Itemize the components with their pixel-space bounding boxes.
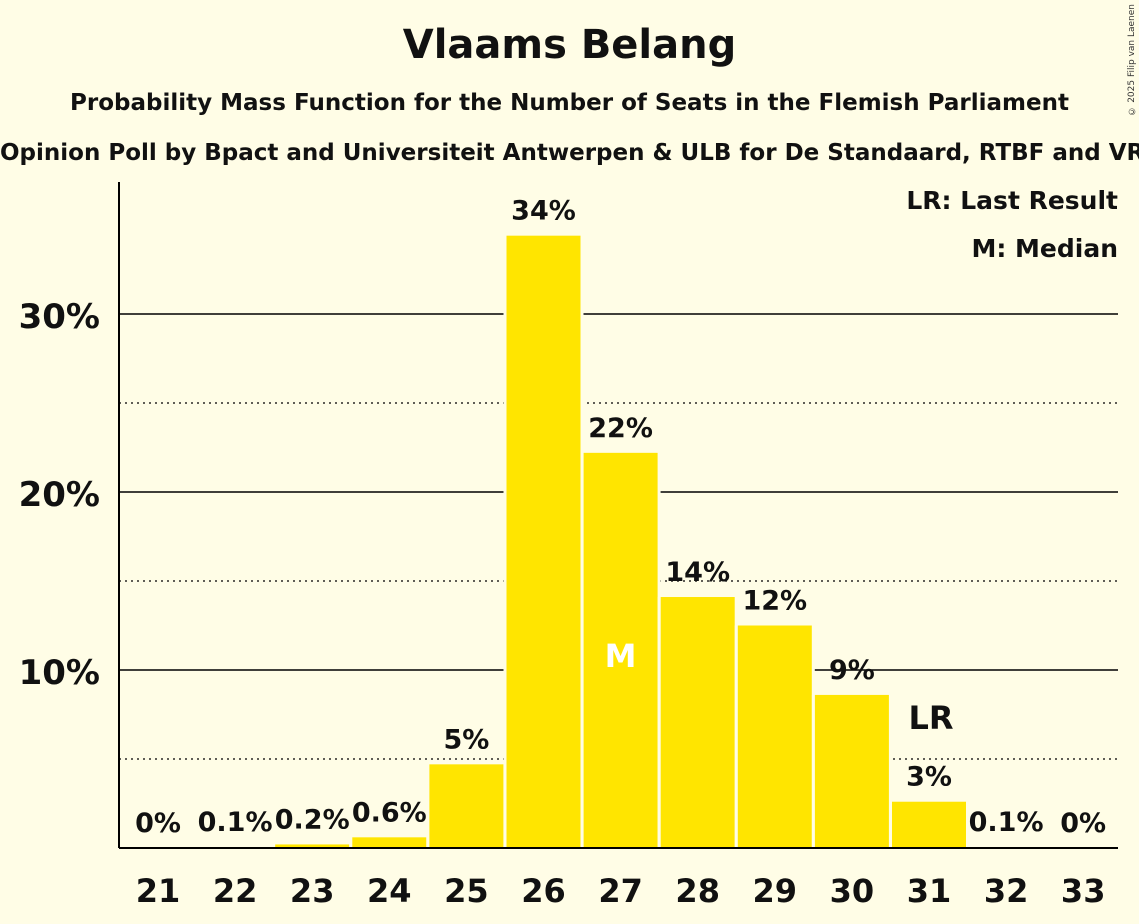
- value-label-23: 0.2%: [275, 804, 350, 835]
- x-tick-label-27: 27: [598, 872, 643, 910]
- x-tick-label-32: 32: [984, 872, 1029, 910]
- legend-median: M: Median: [971, 234, 1118, 263]
- value-label-22: 0.1%: [198, 807, 273, 838]
- x-tick-label-33: 33: [1061, 872, 1106, 910]
- bar-31: [892, 801, 966, 848]
- x-tick-label-23: 23: [290, 872, 335, 910]
- value-label-32: 0.1%: [969, 807, 1044, 838]
- value-label-21: 0%: [135, 808, 181, 839]
- x-tick-label-26: 26: [521, 872, 566, 910]
- y-tick-label: 20%: [19, 475, 100, 515]
- y-tick-label: 10%: [19, 653, 100, 693]
- x-tick-label-22: 22: [213, 872, 258, 910]
- bar-26: [506, 235, 581, 848]
- last-result-marker: LR: [908, 699, 953, 737]
- bar-layer: [195, 235, 1047, 848]
- value-label-30: 9%: [829, 655, 875, 686]
- x-tick-label-30: 30: [830, 872, 875, 910]
- value-label-29: 12%: [742, 586, 807, 617]
- bar-25: [429, 764, 504, 848]
- value-label-24: 0.6%: [352, 797, 427, 828]
- x-tick-label-29: 29: [753, 872, 798, 910]
- chart-subtitle: Probability Mass Function for the Number…: [70, 90, 1069, 116]
- x-tick-label-25: 25: [444, 872, 489, 910]
- bar-23: [275, 844, 350, 848]
- bar-24: [352, 837, 427, 848]
- value-label-27: 22%: [588, 413, 653, 444]
- value-label-25: 5%: [443, 724, 489, 755]
- value-label-28: 14%: [665, 557, 730, 588]
- chart-title: Vlaams Belang: [402, 22, 737, 68]
- bar-30: [814, 694, 889, 848]
- y-tick-label: 30%: [19, 297, 100, 337]
- value-label-33: 0%: [1060, 808, 1106, 839]
- value-label-31: 3%: [906, 762, 952, 793]
- value-label-26: 34%: [511, 196, 576, 227]
- bar-28: [660, 597, 735, 848]
- x-tick-label-24: 24: [367, 872, 412, 910]
- bar-27: [583, 452, 658, 848]
- x-tick-label-31: 31: [907, 872, 952, 910]
- label-layer: 10% 20% 30% 0% 21 0.1% 22 0.2% 23 0.6% 24 5% 25 34% 26…: [19, 196, 1107, 910]
- median-marker: M: [605, 637, 637, 675]
- x-tick-label-21: 21: [136, 872, 181, 910]
- bar-29: [737, 625, 812, 848]
- legend-last-result: LR: Last Result: [906, 186, 1118, 215]
- chart-source: Opinion Poll by Bpact and Universiteit A…: [0, 140, 1139, 166]
- x-tick-label-28: 28: [675, 872, 720, 910]
